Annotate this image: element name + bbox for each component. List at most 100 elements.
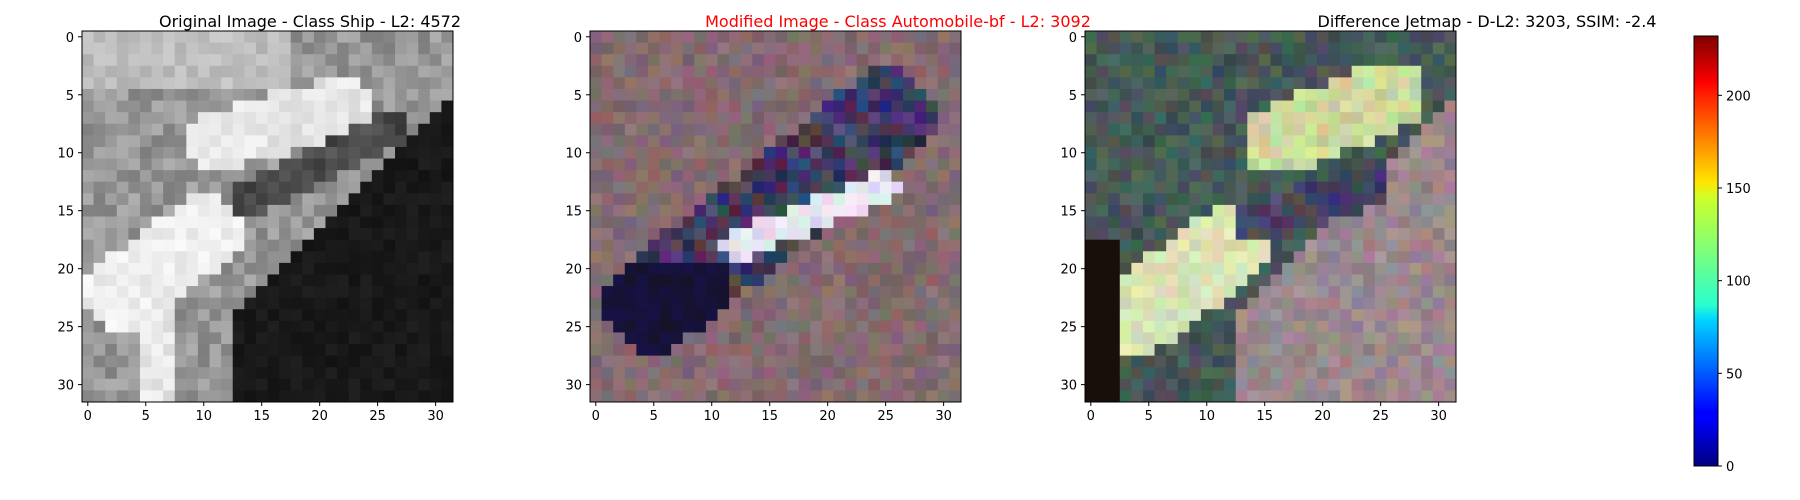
- heatmap-cell: [787, 320, 800, 333]
- heatmap-cell: [383, 204, 396, 217]
- heatmap-cell: [105, 262, 118, 275]
- heatmap-cell: [659, 355, 672, 368]
- heatmap-cell: [302, 65, 315, 78]
- heatmap-cell: [937, 65, 950, 78]
- heatmap-cell: [186, 297, 199, 310]
- heatmap-cell: [174, 344, 187, 357]
- heatmap-cell: [1085, 31, 1098, 44]
- heatmap-cell: [949, 378, 962, 391]
- heatmap-cell: [1085, 88, 1098, 102]
- heatmap-cell: [775, 112, 788, 125]
- y-tick-label: 30: [57, 379, 74, 394]
- heatmap-cell: [752, 123, 765, 136]
- heatmap-cell: [429, 216, 442, 229]
- heatmap-cell: [1189, 274, 1202, 287]
- heatmap-cell: [290, 65, 303, 78]
- heatmap-cell: [659, 77, 672, 90]
- heatmap-cell: [1374, 355, 1387, 368]
- heatmap-cell: [93, 123, 106, 136]
- heatmap-cell: [418, 274, 431, 287]
- heatmap-cell: [93, 216, 106, 229]
- heatmap-cell: [1351, 170, 1364, 183]
- heatmap-cell: [1316, 286, 1329, 299]
- heatmap-cell: [255, 262, 268, 275]
- heatmap-cell: [926, 65, 939, 78]
- heatmap-cell: [937, 239, 950, 252]
- heatmap-cell: [279, 181, 292, 194]
- heatmap-cell: [1224, 297, 1237, 310]
- heatmap-cell: [279, 146, 292, 160]
- heatmap-cell: [1351, 367, 1364, 380]
- heatmap-cell: [1398, 251, 1411, 264]
- heatmap-cell: [1131, 65, 1144, 78]
- heatmap-cell: [798, 367, 811, 380]
- heatmap-cell: [267, 193, 280, 206]
- heatmap-cell: [406, 262, 419, 275]
- heatmap-cell: [371, 286, 384, 299]
- heatmap-cell: [383, 42, 396, 55]
- heatmap-cell: [590, 135, 603, 148]
- heatmap-cell: [601, 77, 614, 90]
- heatmap-cell: [694, 239, 707, 252]
- heatmap-cell: [868, 367, 881, 380]
- heatmap-cell: [659, 31, 672, 44]
- heatmap-cell: [418, 378, 431, 391]
- heatmap-cell: [613, 100, 626, 113]
- heatmap-cell: [232, 88, 245, 102]
- heatmap-cell: [914, 286, 927, 299]
- heatmap-cell: [1421, 135, 1434, 148]
- heatmap-cell: [1212, 170, 1225, 183]
- heatmap-cell: [197, 344, 211, 357]
- heatmap-cell: [926, 216, 939, 229]
- heatmap-cell: [1200, 158, 1214, 171]
- heatmap-cell: [647, 146, 661, 160]
- heatmap-cell: [290, 123, 303, 136]
- heatmap-cell: [1224, 146, 1237, 160]
- heatmap-cell: [705, 228, 719, 241]
- heatmap-cell: [418, 332, 431, 345]
- heatmap-cell: [752, 193, 765, 206]
- heatmap-cell: [441, 274, 454, 287]
- heatmap-cell: [1398, 112, 1411, 125]
- heatmap-cell: [383, 123, 396, 136]
- heatmap-cell: [763, 170, 776, 183]
- heatmap-cell: [682, 135, 695, 148]
- heatmap-cell: [1258, 286, 1271, 299]
- heatmap-cell: [82, 216, 95, 229]
- heatmap-cell: [856, 344, 869, 357]
- heatmap-cell: [798, 146, 811, 160]
- heatmap-cell: [395, 54, 408, 67]
- heatmap-cell: [879, 31, 892, 44]
- heatmap-cell: [752, 286, 765, 299]
- heatmap-cell: [705, 88, 719, 102]
- heatmap-cell: [787, 204, 800, 217]
- heatmap-cell: [429, 181, 442, 194]
- heatmap-cell: [1270, 31, 1283, 44]
- heatmap-cell: [371, 31, 384, 44]
- heatmap-cell: [395, 344, 408, 357]
- heatmap-cell: [1247, 123, 1260, 136]
- heatmap-cell: [1177, 274, 1190, 287]
- heatmap-cell: [1258, 158, 1271, 171]
- heatmap-cell: [337, 123, 350, 136]
- heatmap-cell: [1386, 135, 1399, 148]
- heatmap-cell: [845, 100, 858, 113]
- heatmap-cell: [1374, 286, 1387, 299]
- heatmap-cell: [255, 286, 268, 299]
- heatmap-cell: [139, 216, 153, 229]
- heatmap-cell: [879, 42, 892, 55]
- heatmap-cell: [1363, 344, 1376, 357]
- heatmap-cell: [1386, 54, 1399, 67]
- heatmap-cell: [903, 286, 916, 299]
- heatmap-cell: [1108, 135, 1121, 148]
- heatmap-cell: [868, 309, 881, 322]
- heatmap-cell: [694, 274, 707, 287]
- heatmap-cell: [151, 332, 164, 345]
- heatmap-cell: [659, 204, 672, 217]
- heatmap-cell: [395, 216, 408, 229]
- heatmap-cell: [845, 88, 858, 102]
- heatmap-cell: [1270, 54, 1283, 67]
- heatmap-cell: [856, 158, 869, 171]
- heatmap-cell: [868, 77, 881, 90]
- heatmap-cell: [267, 344, 280, 357]
